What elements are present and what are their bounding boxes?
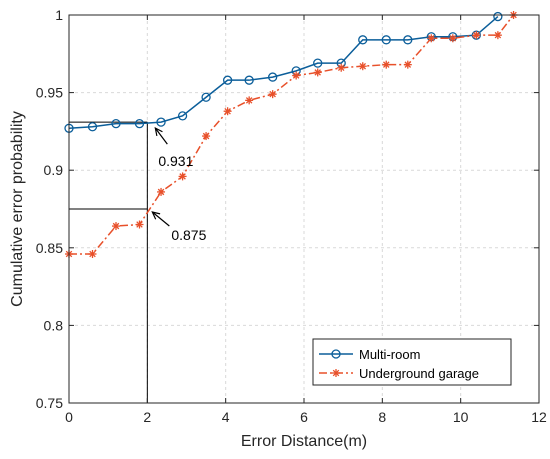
- data-point: [337, 63, 346, 72]
- annotation-arrow-head: [154, 126, 163, 137]
- marker-stroke: [494, 31, 502, 39]
- x-tick-label: 2: [143, 409, 151, 425]
- data-point: [156, 117, 166, 127]
- annotation-label: 0.931: [158, 153, 193, 169]
- annotations: 0.931 0.875: [151, 126, 207, 243]
- data-point: [223, 107, 232, 116]
- x-tick-label: 10: [453, 409, 469, 425]
- data-point: [403, 35, 413, 45]
- data-point: [222, 75, 233, 85]
- legend-label: Underground garage: [359, 366, 479, 381]
- marker-stroke: [179, 173, 186, 180]
- data-point: [202, 132, 211, 141]
- legend-entries: Multi-room Underground garage: [319, 347, 479, 381]
- data-point: [135, 220, 144, 229]
- x-tick-label: 12: [531, 409, 547, 425]
- data-point: [178, 172, 187, 181]
- data-point: [177, 111, 188, 121]
- marker-stroke: [332, 369, 340, 377]
- annotation: 0.875: [151, 211, 207, 243]
- marker-stroke: [382, 61, 390, 68]
- marker-stroke: [292, 72, 300, 79]
- y-tick-label: 0.85: [36, 240, 63, 256]
- marker-stroke: [359, 62, 367, 70]
- x-tick-label: 8: [378, 409, 386, 425]
- data-point: [87, 122, 98, 132]
- data-point: [112, 222, 120, 231]
- annotation-label: 0.875: [171, 227, 206, 243]
- data-point: [313, 68, 322, 77]
- data-point: [292, 71, 301, 80]
- tick-labels: 0 2 4 6 8 10 12 0.75 0.8 0.85 0.9 0.95 1: [36, 7, 547, 425]
- data-point: [493, 11, 503, 22]
- x-tick-label: 6: [300, 409, 308, 425]
- marker-stroke: [202, 132, 210, 140]
- data-point: [268, 90, 277, 99]
- data-point: [403, 60, 412, 69]
- legend-entry: Underground garage: [319, 366, 479, 381]
- y-axis-label: Cumulative error probability: [9, 111, 26, 307]
- data-point: [448, 34, 457, 43]
- data-point: [134, 118, 145, 129]
- legend-label: Multi-room: [359, 347, 420, 362]
- legend: Multi-room Underground garage: [312, 338, 512, 386]
- marker-stroke: [269, 90, 276, 98]
- marker-stroke: [473, 31, 480, 39]
- x-tick-label: 0: [65, 409, 73, 425]
- data-point: [382, 60, 391, 69]
- legend-entry: Multi-room: [319, 347, 420, 362]
- annotation-arrow-shaft: [151, 211, 170, 227]
- marker-stroke: [112, 222, 120, 230]
- marker-stroke: [245, 97, 253, 104]
- ticks: [68, 14, 540, 404]
- y-tick-label: 0.75: [36, 395, 63, 411]
- x-axis-label: Error Distance(m): [241, 433, 367, 450]
- marker-stroke: [89, 250, 96, 258]
- marker-stroke: [136, 221, 143, 228]
- data-point: [381, 35, 391, 45]
- annotation-arrow-head: [151, 211, 161, 220]
- legend-box: [312, 338, 512, 386]
- x-tick-label: 4: [222, 409, 230, 425]
- legend-marker: [332, 369, 340, 377]
- y-tick-label: 0.9: [44, 162, 64, 178]
- data-point: [201, 92, 211, 102]
- y-tick-label: 0.8: [44, 317, 64, 333]
- data-point: [111, 118, 121, 129]
- marker-stroke: [337, 64, 345, 72]
- annotation: 0.931: [154, 126, 194, 169]
- data-point: [268, 72, 278, 82]
- data-point: [358, 62, 367, 71]
- data-point: [88, 250, 97, 259]
- data-point: [493, 31, 502, 40]
- data-point: [157, 187, 166, 196]
- reference-lines: [69, 121, 148, 403]
- legend-marker: [331, 349, 341, 359]
- marker-stroke: [157, 188, 165, 196]
- marker-stroke: [449, 35, 457, 42]
- data-point: [245, 96, 254, 105]
- marker-stroke: [314, 69, 321, 76]
- marker-stroke: [428, 35, 435, 42]
- data-point: [244, 75, 254, 85]
- data-point: [427, 34, 436, 43]
- marker-stroke: [404, 61, 412, 68]
- data-point: [313, 58, 323, 68]
- data-point: [358, 35, 368, 45]
- y-tick-label: 0.95: [36, 85, 63, 101]
- data-point: [472, 31, 481, 40]
- annotation-arrow-shaft: [154, 127, 168, 145]
- marker-stroke: [224, 107, 231, 115]
- y-tick-label: 1: [55, 7, 63, 23]
